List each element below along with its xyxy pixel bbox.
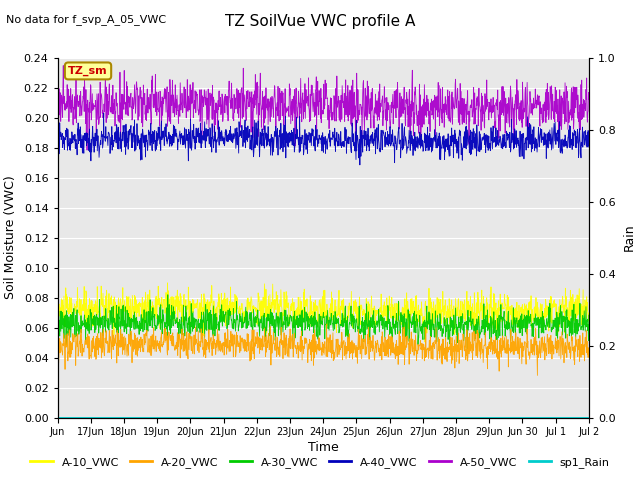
Text: TZ SoilVue VWC profile A: TZ SoilVue VWC profile A bbox=[225, 14, 415, 29]
Legend: A-10_VWC, A-20_VWC, A-30_VWC, A-40_VWC, A-50_VWC, sp1_Rain: A-10_VWC, A-20_VWC, A-30_VWC, A-40_VWC, … bbox=[26, 452, 614, 472]
Text: TZ_sm: TZ_sm bbox=[68, 66, 108, 76]
X-axis label: Time: Time bbox=[308, 442, 339, 455]
Text: No data for f_svp_A_05_VWC: No data for f_svp_A_05_VWC bbox=[6, 14, 166, 25]
Y-axis label: Rain: Rain bbox=[623, 224, 636, 252]
Y-axis label: Soil Moisture (VWC): Soil Moisture (VWC) bbox=[4, 176, 17, 300]
